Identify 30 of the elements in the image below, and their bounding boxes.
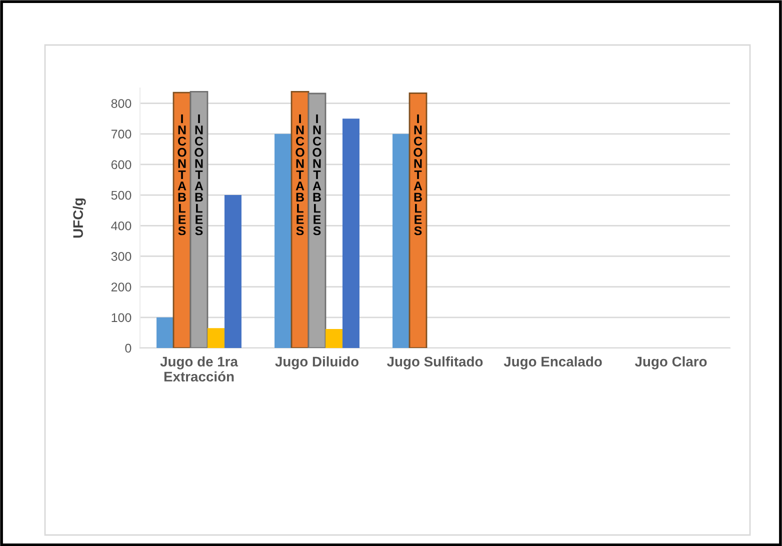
y-tick-label: 800	[111, 99, 132, 108]
y-tick-label: 300	[111, 252, 132, 261]
text: INCONTABLES	[194, 114, 204, 236]
y-tick-label: 600	[111, 160, 132, 170]
bar	[392, 134, 410, 348]
bar	[156, 317, 174, 348]
x-tick-label: Jugo Encalado	[504, 356, 602, 370]
y-tick-label: 500	[111, 190, 132, 200]
y-tick-label: 100	[112, 313, 132, 322]
y-tick-label: 700	[111, 130, 132, 139]
x-tick-label: Jugo Diluido	[275, 356, 359, 370]
x-tick-label: Jugo Claro	[634, 356, 707, 370]
bar	[224, 195, 242, 348]
bar	[190, 90, 208, 348]
bar	[342, 118, 360, 348]
x-tick-label: Jugo de 1ra Extracción	[160, 356, 238, 382]
y-tick-label: 400	[111, 221, 132, 230]
x-tick-label: Jugo Sulfitado	[386, 356, 483, 370]
bar	[408, 92, 428, 348]
bar	[325, 329, 342, 348]
y-tick-label: 200	[111, 282, 132, 292]
text: INCONTABLES	[178, 114, 186, 236]
bar	[308, 92, 326, 348]
text: INCONTABLES	[296, 114, 304, 236]
bar	[207, 328, 224, 348]
text: INCONTABLES	[414, 114, 422, 236]
y-axis-title: UFC/g	[72, 198, 86, 238]
text: INCONTABLES	[312, 114, 322, 236]
bar	[274, 134, 292, 348]
y-tick-label: 0	[125, 344, 132, 353]
